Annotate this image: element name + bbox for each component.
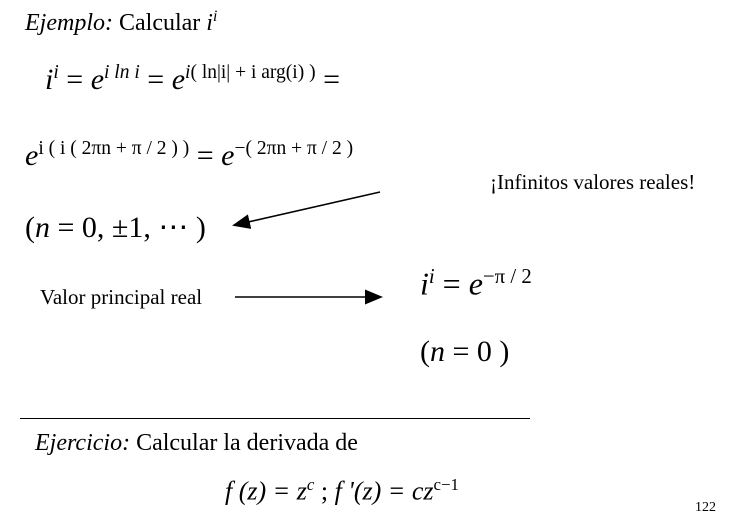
ejercicio-label: Ejercicio: <box>35 430 130 456</box>
fz-left-exp: c <box>307 475 315 494</box>
ejercicio-text: Calcular la derivada de <box>130 430 358 456</box>
fz-right: f '(z) = cz <box>335 477 434 506</box>
exercise-formula: f (z) = zc ; f '(z) = czc−1 <box>225 475 459 507</box>
fz-right-exp: c−1 <box>433 475 458 494</box>
principal-result: ii = e−π / 2 <box>420 265 532 303</box>
section-divider <box>20 418 530 419</box>
fz-sep: ; <box>314 477 334 506</box>
res-exp2: −π / 2 <box>483 265 532 288</box>
res-base1: i <box>420 266 429 302</box>
page-number: 122 <box>695 500 716 516</box>
res-eq1: = <box>435 266 469 302</box>
res-exp1: i <box>429 265 435 288</box>
res-base2: e <box>469 266 483 302</box>
fz-left: f (z) = z <box>225 477 307 506</box>
principal-result-n0: (n = 0 ) <box>420 335 509 369</box>
exercise-heading: Ejercicio: Calcular la derivada de <box>35 430 358 457</box>
